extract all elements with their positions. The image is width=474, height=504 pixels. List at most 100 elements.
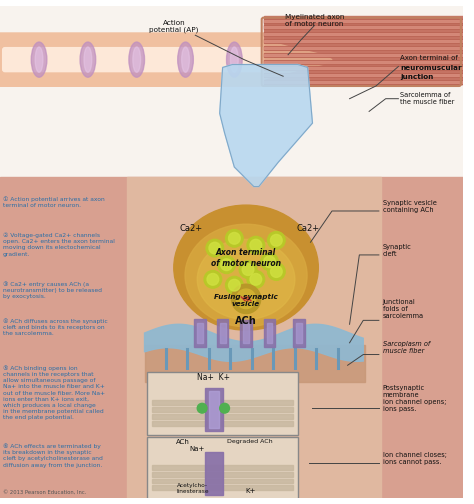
Circle shape — [267, 231, 285, 249]
FancyBboxPatch shape — [147, 436, 298, 499]
Circle shape — [250, 274, 262, 285]
FancyBboxPatch shape — [147, 372, 298, 434]
Circle shape — [250, 239, 262, 251]
Circle shape — [237, 289, 256, 308]
Circle shape — [220, 403, 229, 413]
Text: Acetylcho-
linesterase: Acetylcho- linesterase — [176, 483, 209, 494]
Bar — [152, 414, 293, 419]
Bar — [264, 59, 463, 64]
Circle shape — [271, 234, 282, 246]
Bar — [264, 39, 463, 43]
Ellipse shape — [178, 42, 193, 77]
Text: Myelinated axon
of motor neuron: Myelinated axon of motor neuron — [285, 14, 344, 27]
Bar — [152, 407, 293, 412]
Circle shape — [231, 284, 261, 313]
Circle shape — [271, 266, 282, 277]
Text: Axon terminal
of motor neuron: Axon terminal of motor neuron — [211, 248, 281, 268]
Bar — [264, 46, 463, 50]
Polygon shape — [145, 324, 363, 361]
Bar — [264, 67, 463, 71]
Bar — [152, 472, 293, 477]
Bar — [264, 53, 463, 57]
Text: Degraded ACh: Degraded ACh — [227, 439, 272, 444]
Bar — [194, 320, 206, 347]
Text: ③ Ca2+ entry causes ACh (a
neurotransmitter) to be released
by exocytosis.: ③ Ca2+ entry causes ACh (a neurotransmit… — [3, 281, 102, 299]
Text: ACh: ACh — [235, 317, 257, 326]
Bar — [264, 320, 275, 347]
Circle shape — [247, 236, 264, 254]
Text: ① Action potential arrives at axon
terminal of motor neuron.: ① Action potential arrives at axon termi… — [3, 197, 105, 208]
Text: ④ ACh diffuses across the synaptic
cleft and binds to its receptors on
the sarco: ④ ACh diffuses across the synaptic cleft… — [3, 319, 108, 336]
Bar — [264, 68, 463, 70]
Circle shape — [247, 271, 264, 288]
Bar — [264, 60, 463, 62]
Ellipse shape — [84, 47, 92, 73]
Bar — [264, 47, 463, 49]
Text: Ion channel closes;
ions cannot pass.: Ion channel closes; ions cannot pass. — [383, 452, 447, 465]
Text: Ca2+: Ca2+ — [297, 224, 320, 233]
Ellipse shape — [35, 47, 43, 73]
Bar — [0, 177, 463, 498]
Ellipse shape — [133, 47, 141, 73]
Bar — [243, 323, 249, 343]
Circle shape — [221, 259, 232, 271]
Bar — [264, 54, 463, 56]
Circle shape — [207, 274, 219, 285]
Bar — [264, 26, 463, 29]
Circle shape — [226, 276, 243, 294]
Text: Synaptic vesicle
containing ACh: Synaptic vesicle containing ACh — [383, 200, 437, 213]
Bar — [152, 421, 293, 426]
Bar — [0, 6, 463, 177]
Text: Sarcolemma of
the muscle fiber: Sarcolemma of the muscle fiber — [401, 92, 455, 105]
Circle shape — [261, 253, 278, 271]
Circle shape — [228, 279, 240, 291]
Bar — [205, 388, 223, 431]
Bar — [197, 323, 203, 343]
Ellipse shape — [227, 42, 242, 77]
Text: K+: K+ — [246, 488, 256, 494]
Text: Fusing synaptic
vesicle: Fusing synaptic vesicle — [214, 294, 278, 307]
Bar — [296, 323, 302, 343]
Text: neuromuscular: neuromuscular — [401, 65, 462, 71]
Bar — [264, 26, 463, 28]
FancyBboxPatch shape — [2, 47, 286, 73]
Bar — [152, 400, 293, 405]
Bar — [145, 345, 365, 382]
Bar — [264, 16, 463, 84]
Bar — [264, 32, 463, 36]
Bar — [264, 33, 463, 35]
Circle shape — [267, 263, 285, 280]
Text: Sarcoplasm of
muscle fiber: Sarcoplasm of muscle fiber — [383, 341, 430, 354]
Circle shape — [228, 232, 240, 244]
Ellipse shape — [197, 239, 295, 320]
Circle shape — [206, 239, 224, 257]
Bar — [266, 323, 273, 343]
Ellipse shape — [80, 42, 96, 77]
Bar — [220, 323, 226, 343]
Text: Action
potential (AP): Action potential (AP) — [149, 20, 199, 33]
Bar — [264, 19, 463, 23]
Circle shape — [204, 271, 222, 288]
Bar — [264, 73, 463, 77]
Ellipse shape — [230, 47, 238, 73]
Text: ⑥ ACh effects are terminated by
its breakdown in the synaptic
cleft by acetylcho: ⑥ ACh effects are terminated by its brea… — [3, 444, 103, 468]
Bar — [264, 40, 463, 42]
Ellipse shape — [182, 47, 190, 73]
FancyBboxPatch shape — [0, 32, 301, 87]
Text: Junctional
folds of
sarcolemma: Junctional folds of sarcolemma — [383, 299, 424, 319]
Bar — [209, 391, 219, 428]
Bar — [217, 320, 228, 347]
Bar — [264, 81, 463, 83]
Circle shape — [197, 403, 207, 413]
Bar — [205, 452, 223, 495]
Ellipse shape — [31, 42, 47, 77]
Text: Ca2+: Ca2+ — [180, 224, 203, 233]
Bar — [264, 74, 463, 76]
Text: junction: junction — [401, 74, 434, 80]
Ellipse shape — [129, 42, 145, 77]
Bar — [264, 80, 463, 84]
Bar — [240, 320, 252, 347]
Bar — [264, 20, 463, 22]
Circle shape — [209, 242, 221, 254]
Text: ACh: ACh — [176, 439, 190, 446]
